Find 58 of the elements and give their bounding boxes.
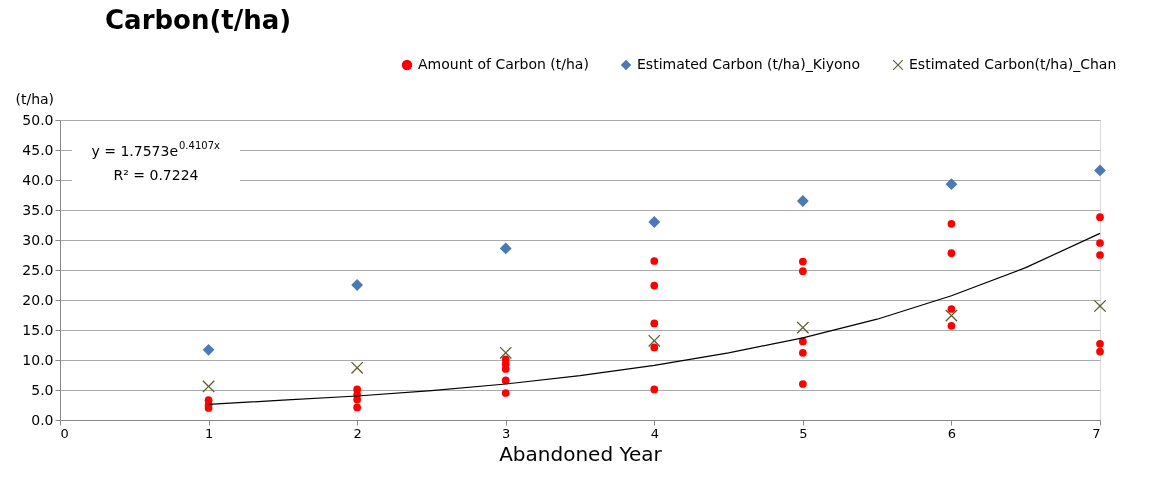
point <box>798 267 807 276</box>
x-axis-title: Abandoned Year <box>499 441 663 466</box>
x-tick-label: 6 <box>947 425 957 441</box>
point <box>501 365 510 373</box>
y-tick-label: 50.0 <box>22 111 54 128</box>
point <box>501 389 510 397</box>
point <box>353 403 362 412</box>
point <box>499 242 512 255</box>
point <box>1096 347 1104 356</box>
point <box>650 281 659 290</box>
legend-label: Amount of Carbon (t/ha) <box>418 56 589 72</box>
point <box>798 257 807 266</box>
point <box>351 279 364 291</box>
point <box>798 380 807 388</box>
point <box>648 334 661 347</box>
point <box>650 319 659 328</box>
x-tick-label: 1 <box>204 425 214 441</box>
point <box>202 343 215 356</box>
point <box>1096 239 1104 247</box>
y-tick-label: 35.0 <box>22 201 54 218</box>
y-tick-label: 20.0 <box>22 291 54 308</box>
point <box>945 178 958 191</box>
y-tick-label: 25.0 <box>22 261 54 278</box>
chart-title: Carbon(t/ha) <box>105 5 292 35</box>
point <box>947 321 956 330</box>
point <box>648 216 661 228</box>
point <box>1096 213 1104 222</box>
point <box>650 257 659 265</box>
point <box>499 346 512 359</box>
y-tick-label: 15.0 <box>22 321 54 338</box>
x-tick-label: 5 <box>799 425 808 441</box>
y-tick-label: 10.0 <box>22 351 54 368</box>
y-tick-label: 0.0 <box>31 411 54 428</box>
x-tick-label: 0 <box>60 425 69 441</box>
point <box>798 348 807 357</box>
legend-label: Estimated Carbon(t/ha)_Chan <box>909 56 1117 72</box>
annotation: R² = 0.7224 <box>113 167 199 183</box>
y-axis-title: (t/ha) <box>15 90 55 107</box>
point <box>650 385 659 394</box>
legend-label: Estimated Carbon (t/ha)_Kiyono <box>637 56 861 72</box>
point <box>1096 251 1104 259</box>
point <box>947 305 956 313</box>
y-tick-label: 5.0 <box>31 381 54 398</box>
x-tick-label: 3 <box>502 425 511 441</box>
point <box>1094 164 1106 177</box>
y-tick-label: 45.0 <box>22 141 54 158</box>
point <box>1096 339 1104 348</box>
x-tick-label: 7 <box>1092 425 1101 441</box>
y-tick-label: 40.0 <box>22 171 54 188</box>
point <box>650 343 659 352</box>
point <box>501 376 510 385</box>
point <box>947 249 956 258</box>
x-tick-label: 4 <box>650 425 659 441</box>
point <box>796 321 809 334</box>
y-tick-label: 30.0 <box>22 231 54 248</box>
point <box>947 219 956 228</box>
point <box>796 195 809 207</box>
x-tick-label: 2 <box>353 425 362 441</box>
